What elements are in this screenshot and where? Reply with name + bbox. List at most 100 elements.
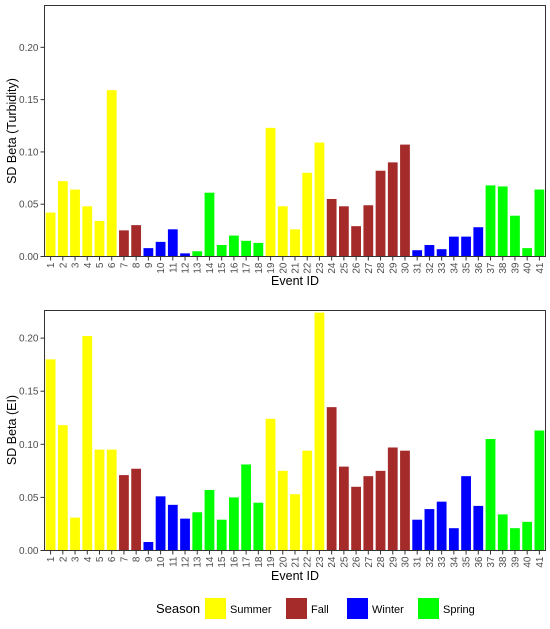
x-tick-label: 5 bbox=[95, 556, 106, 562]
bar-event-27 bbox=[363, 476, 374, 551]
legend-swatch-spring bbox=[418, 598, 439, 619]
y-tick-label: 0.05 bbox=[19, 493, 39, 504]
x-tick-label: 40 bbox=[523, 556, 534, 568]
x-tick-label: 6 bbox=[107, 556, 118, 562]
bar-event-7 bbox=[119, 475, 129, 551]
bar-event-35 bbox=[461, 476, 471, 551]
x-tick-label: 35 bbox=[462, 556, 473, 568]
x-tick-label: 32 bbox=[425, 262, 436, 274]
bar-event-30 bbox=[400, 144, 410, 257]
x-axis-title: Event ID bbox=[271, 569, 319, 583]
x-tick-label: 14 bbox=[205, 262, 216, 274]
legend-swatch-fall bbox=[286, 598, 307, 619]
legend: Season Summer Fall Winter Spring bbox=[156, 598, 475, 619]
panel-turbidity: 0.000.050.100.150.20 1 2 3 4 5 6 7 8 9 10 11 12 13 14… bbox=[5, 5, 546, 288]
bar-event-41 bbox=[534, 189, 545, 257]
bar-event-6 bbox=[106, 449, 117, 551]
bar-event-30 bbox=[400, 450, 410, 551]
bar-event-26 bbox=[351, 226, 361, 257]
x-tick-label: 12 bbox=[181, 556, 192, 568]
x-tick-label: 26 bbox=[352, 556, 363, 568]
bar-event-5 bbox=[94, 449, 105, 551]
bar-event-2 bbox=[57, 425, 68, 551]
bar-event-10 bbox=[155, 241, 166, 257]
x-tick-label: 40 bbox=[523, 262, 534, 274]
x-tick-label: 16 bbox=[229, 556, 240, 568]
bar-event-21 bbox=[290, 494, 300, 551]
bar-event-7 bbox=[119, 230, 129, 257]
x-tick-label: 19 bbox=[266, 262, 277, 274]
bar-event-9 bbox=[143, 542, 154, 551]
legend-label-spring: Spring bbox=[443, 604, 475, 616]
x-tick-label: 29 bbox=[388, 556, 399, 568]
x-tick-label: 38 bbox=[498, 262, 509, 274]
x-tick-label: 30 bbox=[400, 556, 411, 568]
bar-event-15 bbox=[216, 519, 227, 551]
legend-swatch-winter bbox=[347, 598, 368, 619]
legend-title: Season bbox=[156, 601, 200, 616]
x-tick-label: 22 bbox=[303, 556, 314, 568]
x-tick-label: 37 bbox=[486, 556, 497, 568]
x-tick-label: 17 bbox=[242, 262, 253, 274]
bar-event-20 bbox=[277, 470, 288, 551]
bar-event-6 bbox=[106, 90, 117, 257]
x-tick-label: 29 bbox=[388, 262, 399, 274]
x-tick-label: 34 bbox=[449, 262, 460, 274]
x-tick-label: 11 bbox=[168, 262, 179, 273]
x-tick-label: 37 bbox=[486, 262, 497, 274]
x-tick-label: 19 bbox=[266, 556, 277, 568]
x-tick-label: 3 bbox=[71, 262, 82, 268]
x-tick-label: 41 bbox=[535, 556, 546, 568]
x-tick-label: 20 bbox=[278, 556, 289, 568]
y-tick-label: 0.05 bbox=[19, 200, 39, 211]
x-tick-label: 36 bbox=[474, 262, 485, 274]
bar-event-1 bbox=[45, 212, 56, 257]
x-tick-label: 39 bbox=[510, 262, 521, 274]
x-tick-label: 31 bbox=[413, 262, 424, 274]
x-tick-label: 27 bbox=[364, 556, 375, 568]
x-tick-label: 2 bbox=[58, 262, 69, 268]
bar-event-24 bbox=[326, 198, 337, 257]
bar-event-41 bbox=[534, 430, 545, 551]
bar-event-39 bbox=[510, 215, 520, 257]
bar-event-25 bbox=[338, 206, 349, 257]
x-tick-label: 21 bbox=[291, 262, 302, 274]
x-tick-label: 26 bbox=[352, 262, 363, 274]
bar-event-22 bbox=[302, 450, 313, 551]
y-tick-label: 0.20 bbox=[19, 334, 39, 345]
bar-event-40 bbox=[522, 521, 533, 551]
bar-event-4 bbox=[82, 206, 93, 257]
y-tick-label: 0.10 bbox=[19, 147, 39, 158]
x-tick-label: 18 bbox=[254, 262, 265, 274]
bar-event-28 bbox=[375, 170, 386, 257]
x-tick-label: 27 bbox=[364, 262, 375, 274]
bar-event-34 bbox=[448, 528, 459, 551]
bar-event-25 bbox=[338, 466, 349, 551]
bar-event-33 bbox=[436, 249, 447, 257]
x-tick-label: 36 bbox=[474, 556, 485, 568]
bar-event-32 bbox=[424, 245, 435, 257]
bar-event-23 bbox=[314, 312, 325, 551]
bar-event-31 bbox=[412, 519, 423, 551]
y-tick-label: 0.15 bbox=[19, 95, 39, 106]
x-tick-label: 24 bbox=[327, 262, 338, 274]
x-tick-label: 15 bbox=[217, 262, 228, 274]
bar-event-34 bbox=[448, 236, 459, 257]
bar-event-24 bbox=[326, 407, 337, 551]
x-tick-label: 23 bbox=[315, 262, 326, 274]
bar-event-11 bbox=[167, 504, 178, 551]
x-tick-label: 8 bbox=[132, 262, 143, 268]
x-tick-label: 1 bbox=[46, 556, 57, 562]
legend-label-fall: Fall bbox=[311, 604, 329, 616]
x-tick-label: 13 bbox=[193, 262, 204, 274]
bar-event-14 bbox=[204, 192, 215, 257]
y-tick-label: 0.15 bbox=[19, 387, 39, 398]
x-tick-label: 1 bbox=[46, 262, 57, 268]
x-tick-label: 23 bbox=[315, 556, 326, 568]
x-tick-label: 13 bbox=[193, 556, 204, 568]
bar-event-21 bbox=[290, 229, 300, 257]
bar-event-12 bbox=[180, 518, 190, 551]
x-tick-label: 10 bbox=[156, 556, 167, 568]
x-tick-label: 35 bbox=[462, 262, 473, 274]
bar-event-31 bbox=[412, 250, 423, 257]
